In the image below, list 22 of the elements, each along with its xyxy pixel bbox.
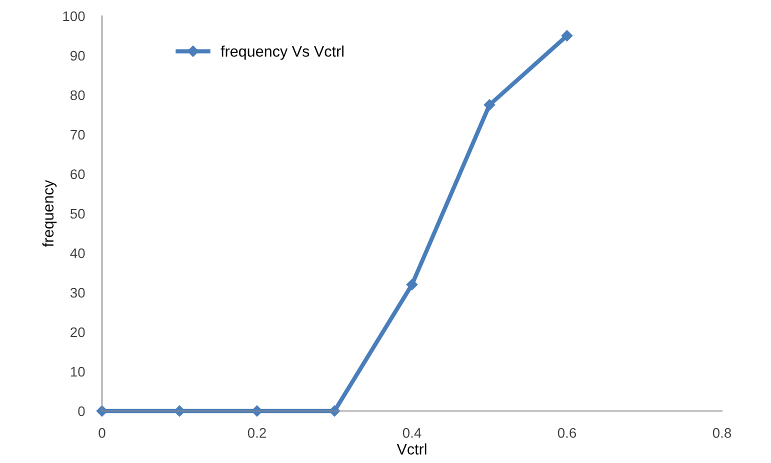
- y-tick-label: 80: [70, 90, 85, 100]
- y-tick-label: 60: [70, 169, 85, 180]
- y-tick-label: 70: [70, 130, 85, 140]
- y-tick-label: 90: [70, 50, 85, 61]
- legend-label: frequency Vs Vctrl: [220, 46, 344, 60]
- point: [484, 99, 496, 110]
- y-tick-label: 100: [63, 11, 85, 22]
- y-tick-label: 20: [70, 327, 85, 338]
- y-tick-label: 50: [70, 208, 85, 219]
- x-axis-title: Vctrl: [396, 443, 426, 455]
- x-tick-label: 0: [98, 428, 106, 438]
- y-tick-label: 0: [78, 406, 85, 416]
- point: [561, 30, 573, 42]
- x-tick-label: 0.6: [558, 428, 576, 438]
- point: [406, 278, 418, 290]
- x-tick-label: 0.4: [402, 428, 422, 438]
- y-axis-title: frequency: [42, 180, 57, 247]
- x-tick-label: 0.2: [248, 428, 266, 438]
- y-tick-label: 30: [70, 288, 85, 298]
- y-tick-label: 10: [70, 366, 85, 377]
- x-tick-label: 0.8: [712, 428, 732, 438]
- y-tick-label: 40: [70, 248, 85, 258]
